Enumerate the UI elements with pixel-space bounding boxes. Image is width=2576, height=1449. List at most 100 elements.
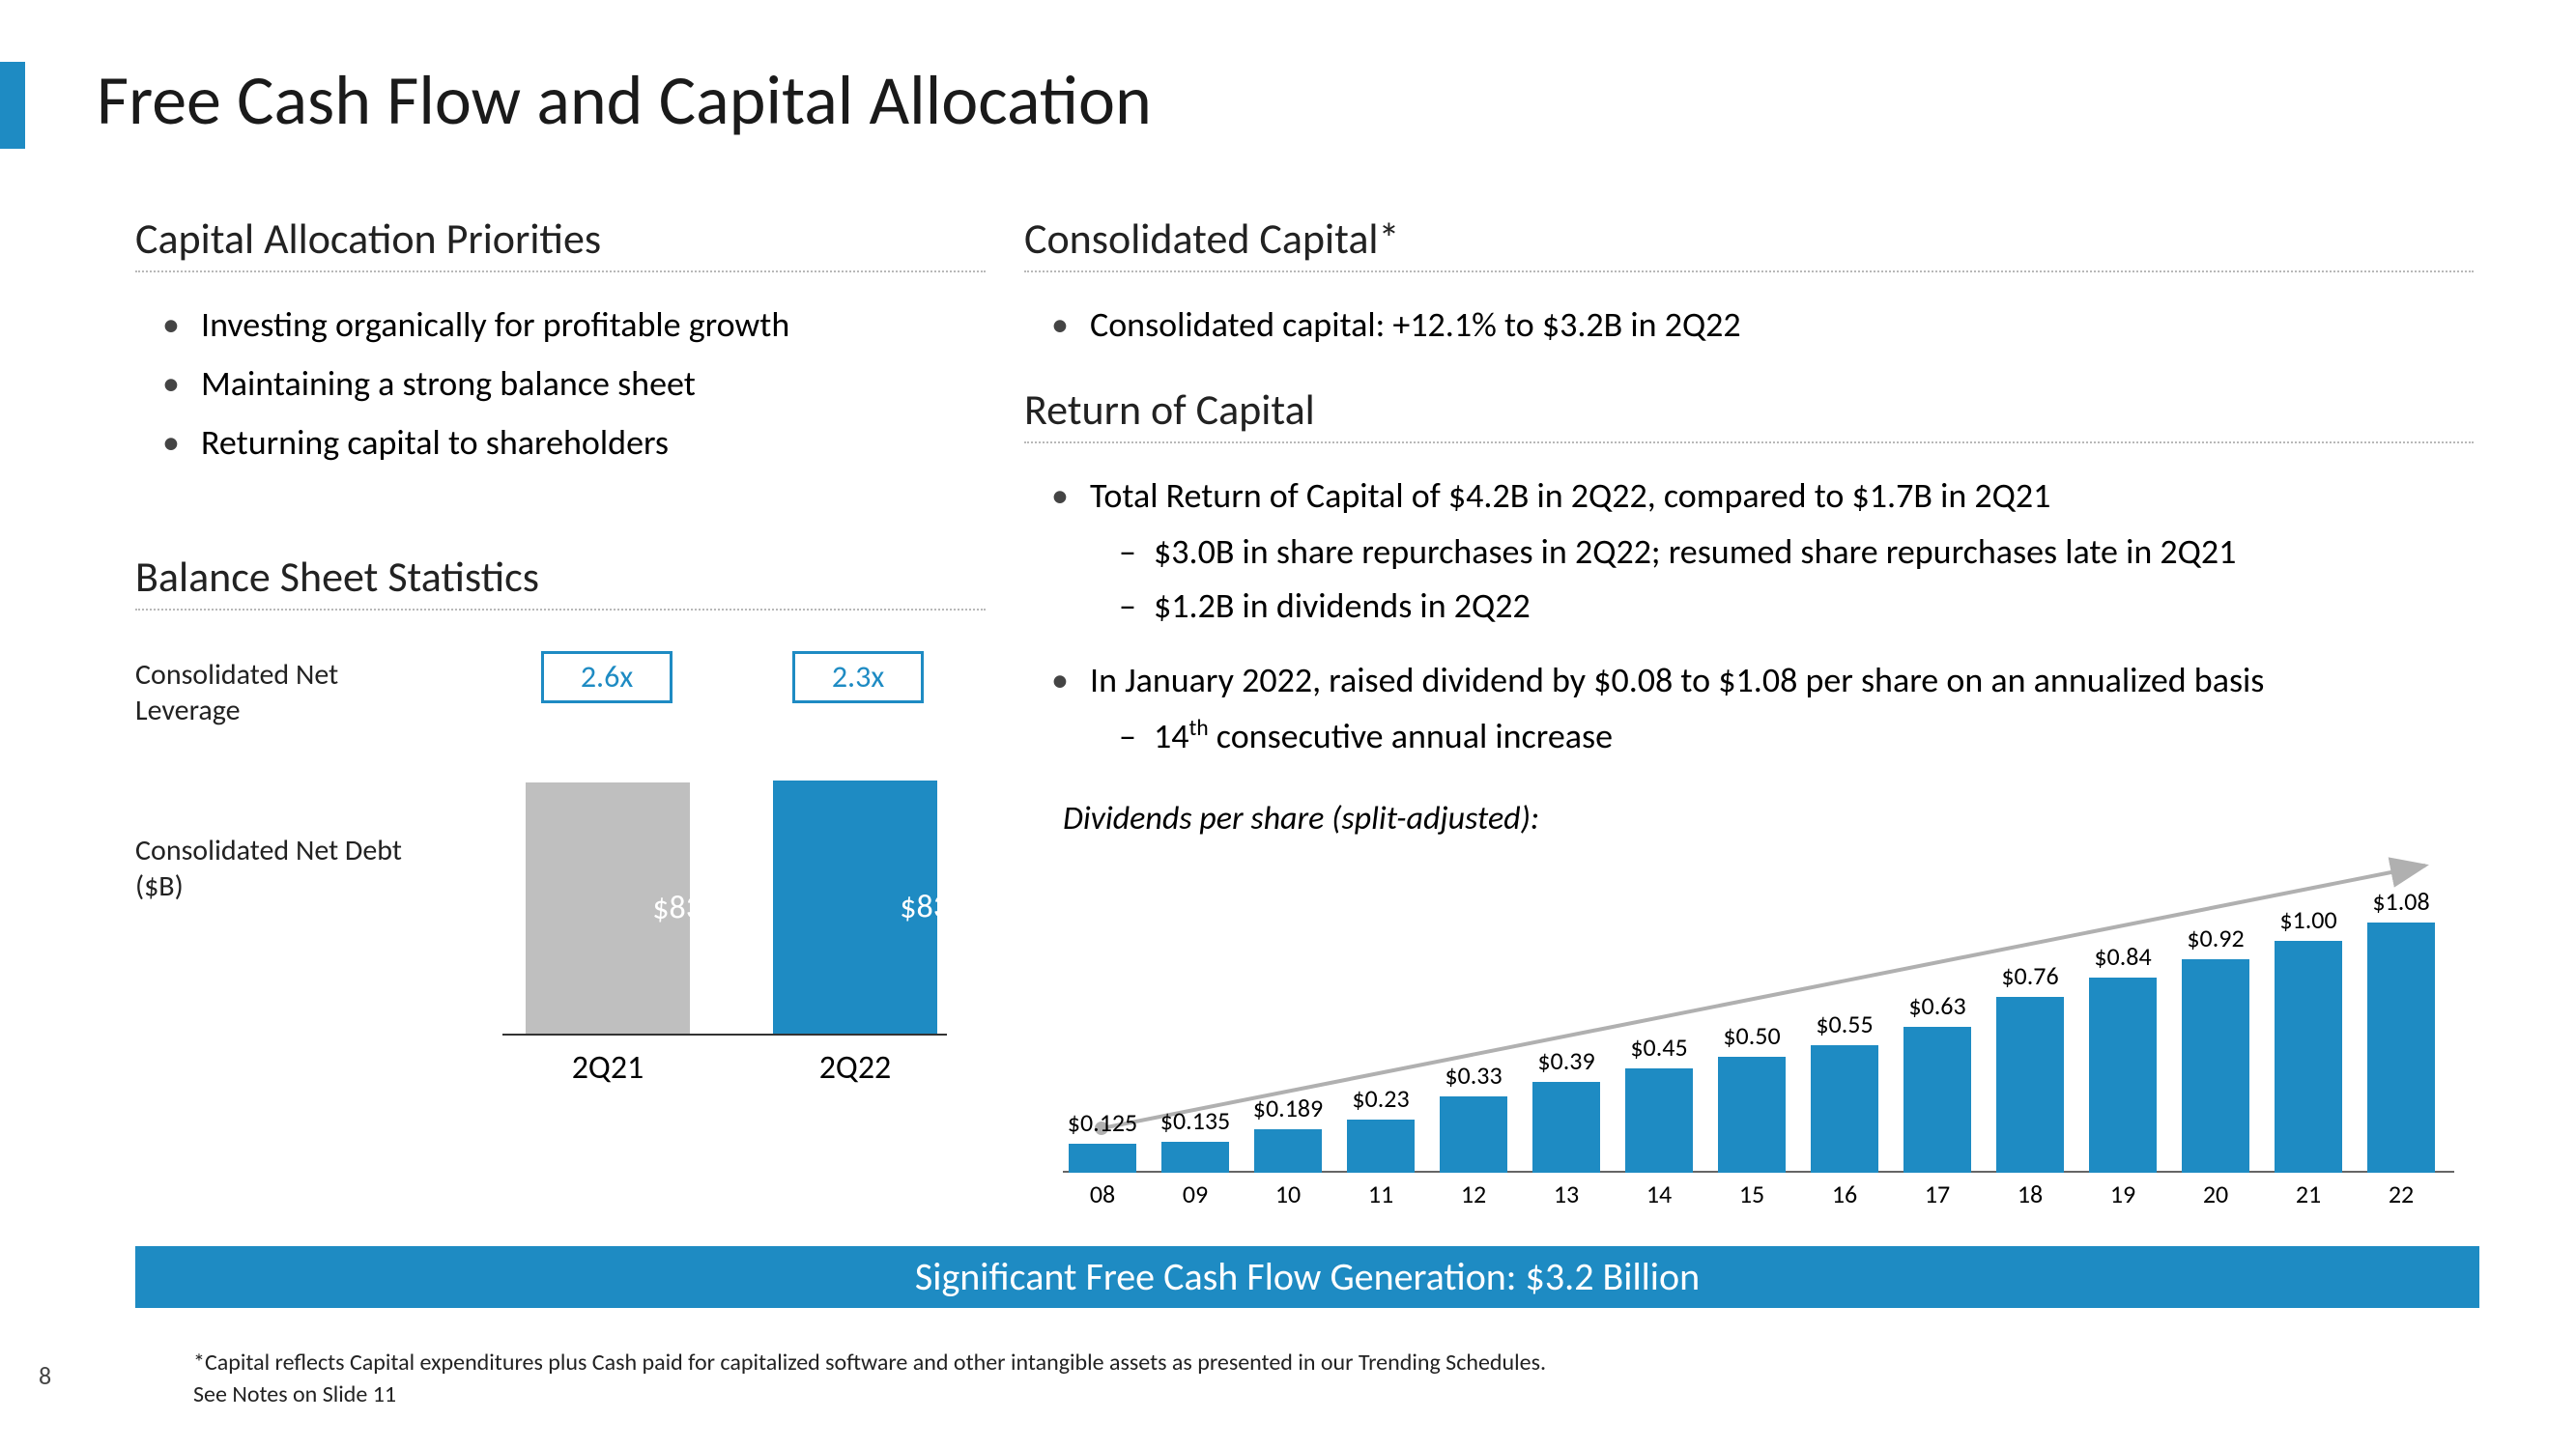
bs-axis: $83.1 $83.2 <box>502 1034 947 1036</box>
dividend-bar-fill <box>2182 959 2249 1173</box>
dividend-value-label: $0.84 <box>2094 941 2151 978</box>
dividend-xlabel: 14 <box>1625 1179 1693 1209</box>
return-sublist-1: $3.0B in share repurchases in 2Q22; resu… <box>1119 526 2474 634</box>
return-capital-list: Total Return of Capital of $4.2B in 2Q22… <box>1051 467 2474 526</box>
leverage-label: Consolidated Net Leverage <box>135 657 425 728</box>
dividend-value-label: $0.92 <box>2187 923 2244 959</box>
accent-bar <box>0 62 25 149</box>
banner: Significant Free Cash Flow Generation: $… <box>135 1246 2479 1308</box>
return-capital-heading: Return of Capital <box>1024 384 2474 443</box>
dividend-value-label: $0.33 <box>1445 1060 1502 1096</box>
priority-item: Investing organically for profitable gro… <box>162 296 986 355</box>
dividend-bar: $1.00 <box>2275 941 2342 1173</box>
page-number: 8 <box>39 1360 51 1391</box>
dividend-value-label: $1.08 <box>2372 886 2429 923</box>
consolidated-list: Consolidated capital: +12.1% to $3.2B in… <box>1051 296 2474 355</box>
consolidated-heading: Consolidated Capital* <box>1024 213 2474 272</box>
dividend-bar-fill <box>1811 1045 1878 1173</box>
dividend-bar-fill <box>1440 1096 1507 1173</box>
dividend-value-label: $0.39 <box>1537 1045 1594 1082</box>
dividend-xlabel: 08 <box>1069 1179 1136 1209</box>
leverage-box-2q21: 2.6x <box>541 651 673 703</box>
dividend-bar: $0.33 <box>1440 1096 1507 1173</box>
dividends-chart: $0.125$0.135$0.189$0.23$0.33$0.39$0.45$0… <box>1063 848 2454 1215</box>
dividend-bar: $0.39 <box>1532 1082 1600 1173</box>
dividend-bar: $0.63 <box>1903 1027 1971 1173</box>
consolidated-bullet: Consolidated capital: +12.1% to $3.2B in… <box>1051 296 2474 355</box>
dividend-bar-fill <box>1532 1082 1600 1173</box>
dividend-value-label: $1.00 <box>2279 904 2336 941</box>
dividend-xlabel: 12 <box>1440 1179 1507 1209</box>
net-debt-label: Consolidated Net Debt ($B) <box>135 833 425 904</box>
net-debt-value-2q21: $83.1 <box>608 888 772 927</box>
right-column: Consolidated Capital* Consolidated capit… <box>1024 213 2474 1215</box>
leverage-box-2q22: 2.3x <box>792 651 924 703</box>
dividend-bar: $0.92 <box>2182 959 2249 1173</box>
net-debt-bar-2q21: $83.1 <box>526 782 690 1034</box>
dividend-bar-fill <box>1069 1144 1136 1173</box>
dividend-value-label: $0.55 <box>1816 1009 1873 1045</box>
priorities-list: Investing organically for profitable gro… <box>162 296 986 473</box>
balance-sheet-chart: Consolidated Net Leverage 2.6x 2.3x Cons… <box>135 639 908 1094</box>
dividend-xlabel: 09 <box>1161 1179 1229 1209</box>
bs-xlabel-2q21: 2Q21 <box>526 1048 690 1088</box>
dividend-bar-fill <box>1254 1129 1322 1173</box>
dividend-xlabel: 15 <box>1718 1179 1786 1209</box>
dividend-xlabel: 21 <box>2275 1179 2342 1209</box>
dividend-bar: $0.45 <box>1625 1068 1693 1173</box>
priority-item: Maintaining a strong balance sheet <box>162 355 986 413</box>
dividend-xlabel: 22 <box>2367 1179 2435 1209</box>
footnote: *Capital reflects Capital expenditures p… <box>193 1348 1546 1410</box>
dividend-value-label: $0.76 <box>2001 960 2058 997</box>
dividend-bar: $0.50 <box>1718 1057 1786 1173</box>
net-debt-bar-2q22: $83.2 <box>773 781 937 1034</box>
dividend-xlabel: 19 <box>2089 1179 2157 1209</box>
dividend-xlabel: 16 <box>1811 1179 1878 1209</box>
priorities-heading: Capital Allocation Priorities <box>135 213 986 272</box>
dividend-bar: $0.55 <box>1811 1045 1878 1173</box>
dividend-bar-fill <box>2367 923 2435 1173</box>
dividend-bar: $0.135 <box>1161 1142 1229 1173</box>
dividend-bar: $0.84 <box>2089 978 2157 1173</box>
return-bullet-2: In January 2022, raised dividend by $0.0… <box>1051 651 2474 710</box>
dividend-bar: $0.23 <box>1347 1120 1415 1173</box>
return-sub-1a: $3.0B in share repurchases in 2Q22; resu… <box>1119 526 2474 580</box>
dividend-value-label: $0.23 <box>1352 1083 1409 1120</box>
dividend-bar: $1.08 <box>2367 923 2435 1173</box>
return-sublist-2: 14th consecutive annual increase <box>1119 710 2474 764</box>
bs-xlabel-2q22: 2Q22 <box>773 1048 937 1088</box>
dividend-bar-fill <box>1903 1027 1971 1173</box>
balance-sheet-heading: Balance Sheet Statistics <box>135 551 986 611</box>
dividend-bar: $0.76 <box>1996 997 2064 1173</box>
left-column: Capital Allocation Priorities Investing … <box>135 213 986 1094</box>
dividend-xlabel: 10 <box>1254 1179 1322 1209</box>
return-capital-list-2: In January 2022, raised dividend by $0.0… <box>1051 651 2474 710</box>
dividend-xlabel: 20 <box>2182 1179 2249 1209</box>
priority-item: Returning capital to shareholders <box>162 413 986 472</box>
dividend-bar-fill <box>1161 1142 1229 1173</box>
dividend-bar-fill <box>1347 1120 1415 1173</box>
dividend-xlabel: 17 <box>1903 1179 1971 1209</box>
dividend-bar-fill <box>1625 1068 1693 1173</box>
dividend-bar: $0.125 <box>1069 1144 1136 1173</box>
slide-title: Free Cash Flow and Capital Allocation <box>97 58 1152 143</box>
dividend-value-label: $0.125 <box>1068 1107 1137 1144</box>
net-debt-value-2q22: $83.2 <box>855 887 1019 926</box>
dividend-xlabel: 13 <box>1532 1179 1600 1209</box>
dividend-xlabel: 18 <box>1996 1179 2064 1209</box>
dividend-bar: $0.189 <box>1254 1129 1322 1173</box>
dividend-value-label: $0.135 <box>1160 1105 1230 1142</box>
dividend-xlabel: 11 <box>1347 1179 1415 1209</box>
dividend-value-label: $0.45 <box>1630 1032 1687 1068</box>
dividend-bar-fill <box>2275 941 2342 1173</box>
dividends-label: Dividends per share (split-adjusted): <box>1063 799 2474 838</box>
return-sub-1b: $1.2B in dividends in 2Q22 <box>1119 580 2474 634</box>
dividend-bar-fill <box>1996 997 2064 1173</box>
dividend-value-label: $0.189 <box>1253 1093 1323 1129</box>
return-bullet-1: Total Return of Capital of $4.2B in 2Q22… <box>1051 467 2474 526</box>
dividend-value-label: $0.50 <box>1723 1020 1780 1057</box>
return-sub-2a: 14th consecutive annual increase <box>1119 710 2474 764</box>
dividend-value-label: $0.63 <box>1908 990 1965 1027</box>
dividend-bar-fill <box>1718 1057 1786 1173</box>
dividend-bar-fill <box>2089 978 2157 1173</box>
